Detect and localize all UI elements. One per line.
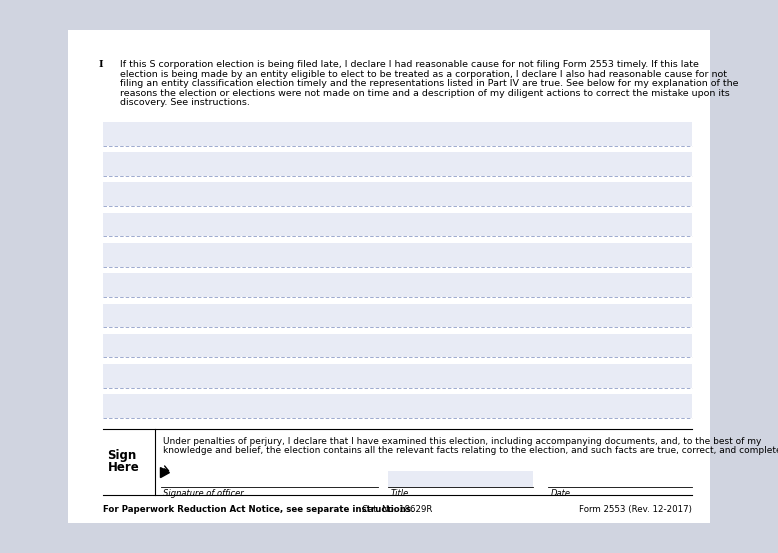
Text: I: I <box>99 60 103 70</box>
Polygon shape <box>160 468 170 478</box>
Bar <box>103 364 692 388</box>
Text: discovery. See instructions.: discovery. See instructions. <box>121 98 251 107</box>
Bar <box>388 471 534 487</box>
Bar <box>103 152 692 176</box>
Bar <box>103 122 692 145</box>
Text: Cat. No. 18629R: Cat. No. 18629R <box>363 504 433 514</box>
Text: If this S corporation election is being filed late, I declare I had reasonable c: If this S corporation election is being … <box>121 60 699 70</box>
Bar <box>68 30 710 523</box>
Bar <box>103 394 692 418</box>
Text: knowledge and belief, the election contains all the relevant facts relating to t: knowledge and belief, the election conta… <box>163 446 778 455</box>
Text: Signature of officer: Signature of officer <box>163 489 244 498</box>
Text: Sign: Sign <box>107 449 137 462</box>
Text: Here: Here <box>107 461 139 474</box>
Text: Title: Title <box>391 489 408 498</box>
Text: reasons the election or elections were not made on time and a description of my : reasons the election or elections were n… <box>121 89 731 98</box>
Text: election is being made by an entity eligible to elect to be treated as a corpora: election is being made by an entity elig… <box>121 70 727 79</box>
Text: Date: Date <box>551 489 570 498</box>
Text: Under penalties of perjury, I declare that I have examined this election, includ: Under penalties of perjury, I declare th… <box>163 436 762 446</box>
Bar <box>103 273 692 297</box>
Bar <box>103 182 692 206</box>
Text: Form 2553 (Rev. 12-2017): Form 2553 (Rev. 12-2017) <box>579 504 692 514</box>
Bar <box>103 334 692 357</box>
Bar <box>103 243 692 267</box>
Text: For Paperwork Reduction Act Notice, see separate instructions.: For Paperwork Reduction Act Notice, see … <box>103 504 415 514</box>
Text: filing an entity classification election timely and the representations listed i: filing an entity classification election… <box>121 80 739 88</box>
Bar <box>103 304 692 327</box>
Bar <box>103 213 692 236</box>
